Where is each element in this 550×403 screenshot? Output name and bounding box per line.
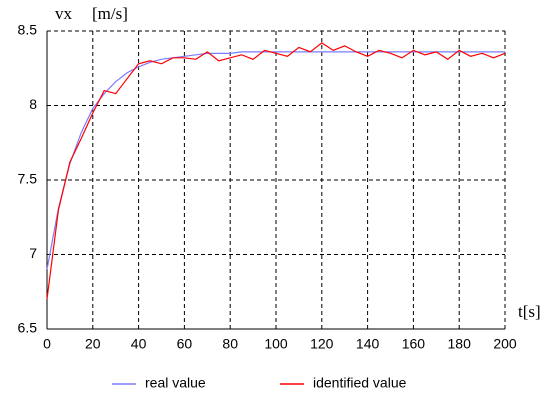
y-tick-label: 7.5 bbox=[18, 171, 38, 187]
x-axis-label: t[s] bbox=[518, 302, 541, 321]
y-tick-label: 6.5 bbox=[18, 320, 38, 336]
x-tick-label: 180 bbox=[448, 336, 472, 352]
x-tick-label: 20 bbox=[85, 336, 101, 352]
y-tick-label: 8 bbox=[29, 96, 37, 112]
x-tick-label: 80 bbox=[222, 336, 238, 352]
line bbox=[46, 51, 505, 270]
x-tick-label: 0 bbox=[43, 336, 51, 352]
x-tick-label: 140 bbox=[356, 336, 380, 352]
x-tick-label: 160 bbox=[402, 336, 426, 352]
x-tick-label: 100 bbox=[264, 336, 288, 352]
x-tick-label: 120 bbox=[310, 336, 334, 352]
legend-label: real value bbox=[145, 375, 206, 391]
y-tick-label: 7 bbox=[29, 245, 37, 261]
x-tick-label: 40 bbox=[131, 336, 147, 352]
legend-label: identified value bbox=[313, 375, 407, 391]
y-axis-label: vx bbox=[55, 4, 73, 23]
y-axis-unit: [m/s] bbox=[92, 4, 128, 23]
y-tick-label: 8.5 bbox=[18, 22, 38, 38]
x-tick-label: 60 bbox=[177, 336, 193, 352]
line bbox=[46, 42, 506, 300]
x-tick-label: 200 bbox=[493, 336, 517, 352]
